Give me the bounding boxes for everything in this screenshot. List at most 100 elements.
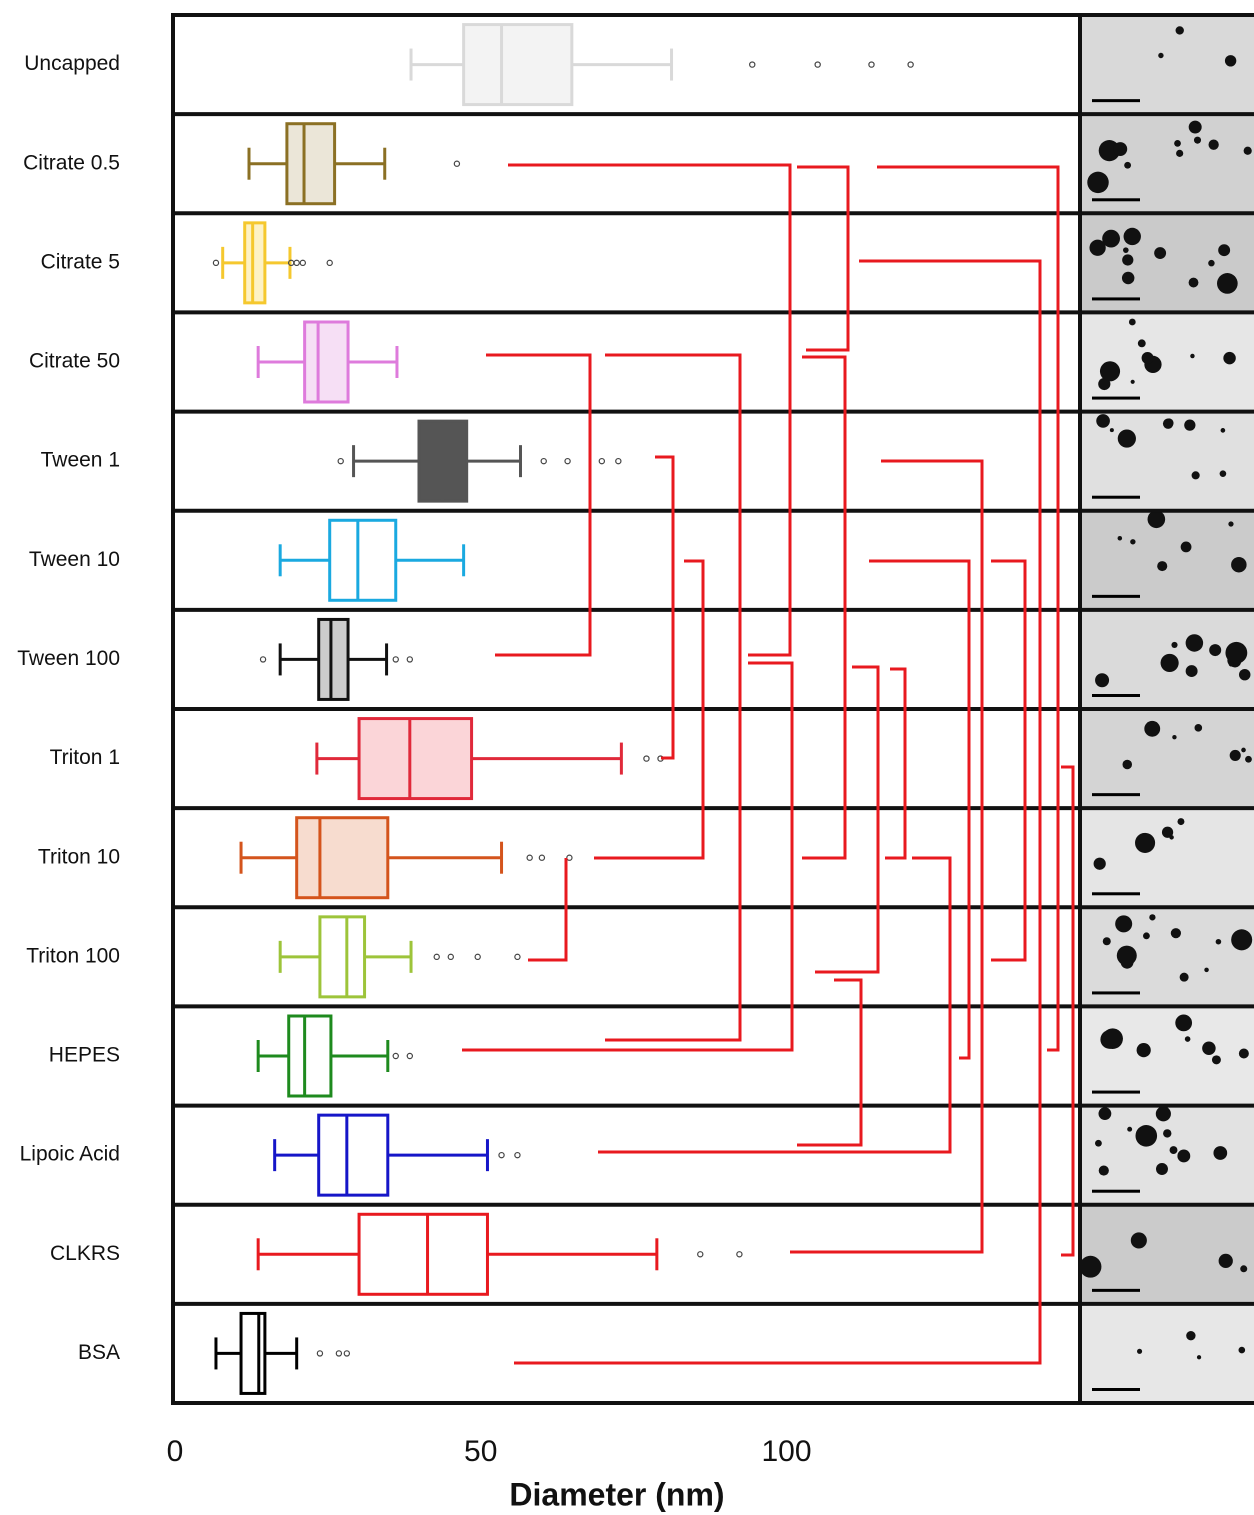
particle — [1189, 278, 1199, 288]
scale-bar — [1092, 991, 1140, 994]
particle — [1123, 247, 1129, 253]
particle — [1154, 247, 1166, 259]
scale-bar — [1092, 198, 1140, 201]
particle — [1149, 914, 1155, 920]
particle — [1124, 162, 1131, 169]
scale-bar — [1092, 892, 1140, 895]
particle — [1102, 230, 1120, 248]
particle — [1137, 1043, 1151, 1057]
particle — [1122, 254, 1133, 265]
outlier — [294, 260, 299, 265]
particle — [1231, 557, 1247, 573]
particle — [1102, 1028, 1123, 1049]
outlier — [527, 855, 532, 860]
particle — [1245, 756, 1252, 763]
scale-bar — [1092, 1388, 1140, 1391]
scale-bar — [1092, 1289, 1140, 1292]
box — [319, 1115, 388, 1195]
particle — [1213, 1146, 1227, 1160]
y-tick-label: Tween 10 — [29, 548, 120, 571]
particle — [1131, 1232, 1147, 1248]
particle — [1231, 929, 1252, 950]
particle — [1212, 1055, 1221, 1064]
box — [241, 1313, 265, 1393]
x-axis-label: Diameter (nm) — [509, 1476, 724, 1512]
particle — [1080, 1256, 1102, 1278]
particle — [1216, 939, 1222, 945]
outlier — [515, 1153, 520, 1158]
scale-bar — [1092, 793, 1140, 796]
particle — [1225, 642, 1247, 664]
particle — [1148, 510, 1166, 528]
outlier — [454, 161, 459, 166]
particle — [1202, 1042, 1215, 1055]
particle — [1118, 536, 1123, 541]
particle — [1220, 470, 1227, 477]
outlier — [616, 459, 621, 464]
particle — [1184, 419, 1195, 430]
scale-bar — [1092, 694, 1140, 697]
box — [359, 719, 472, 799]
outlier — [393, 1053, 398, 1058]
particle — [1096, 414, 1110, 428]
particle — [1204, 968, 1209, 973]
particle — [1127, 1127, 1132, 1132]
particle — [1129, 319, 1136, 326]
particle — [1229, 662, 1234, 667]
box — [330, 520, 396, 600]
box — [245, 223, 265, 303]
particle — [1124, 228, 1141, 245]
particle — [1099, 1165, 1109, 1175]
particle — [1087, 172, 1108, 193]
outlier — [737, 1252, 742, 1257]
particle — [1176, 26, 1184, 34]
particle — [1156, 1163, 1168, 1175]
outlier — [567, 855, 572, 860]
scale-bar — [1092, 1091, 1140, 1094]
particle — [1218, 244, 1230, 256]
scale-bar — [1092, 397, 1140, 400]
outlier — [698, 1252, 703, 1257]
particle — [1169, 835, 1173, 839]
particle — [1123, 760, 1132, 769]
particle — [1113, 142, 1127, 156]
particle — [1095, 673, 1109, 687]
particle — [1143, 932, 1150, 939]
particle — [1177, 818, 1184, 825]
particle — [1241, 748, 1246, 753]
particle — [1239, 669, 1250, 680]
outlier — [448, 954, 453, 959]
outlier — [300, 260, 305, 265]
significance-brackets — [462, 165, 1073, 1363]
particle — [1180, 973, 1189, 982]
y-tick-label: CLKRS — [50, 1242, 120, 1265]
outlier — [815, 62, 820, 67]
particle — [1239, 1347, 1246, 1354]
outlier — [336, 1351, 341, 1356]
particle — [1181, 542, 1192, 553]
outlier — [539, 855, 544, 860]
particle — [1130, 539, 1135, 544]
outlier — [908, 62, 913, 67]
particle — [1186, 634, 1204, 652]
particle — [1190, 354, 1194, 358]
particle — [1209, 644, 1221, 656]
outlier — [565, 459, 570, 464]
particle — [1161, 654, 1179, 672]
x-tick-label: 100 — [761, 1435, 811, 1468]
particle — [1170, 1146, 1178, 1154]
outlier — [599, 459, 604, 464]
particle — [1208, 260, 1214, 266]
outlier — [869, 62, 874, 67]
particle — [1115, 915, 1132, 932]
scale-bar — [1092, 297, 1140, 300]
particle — [1157, 561, 1167, 571]
box — [320, 917, 365, 997]
particle — [1122, 272, 1134, 284]
chart: Diameter (nm) 050100UncappedCitrate 0.5C… — [0, 0, 1254, 1515]
particle — [1137, 1349, 1142, 1354]
particle — [1138, 339, 1146, 347]
particle — [1163, 1129, 1171, 1137]
box — [305, 322, 348, 402]
outlier — [750, 62, 755, 67]
